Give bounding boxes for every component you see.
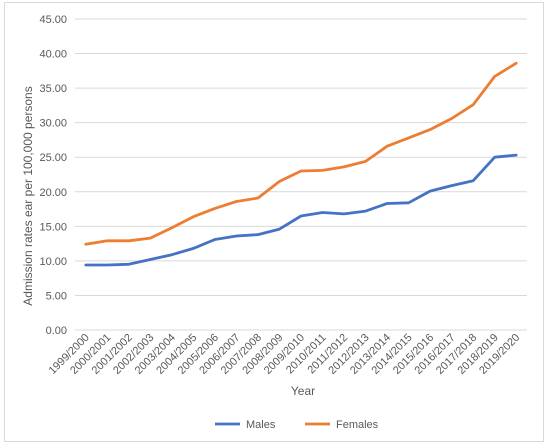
y-tick-label: 10.00: [39, 256, 67, 268]
series-line-females: [84, 61, 518, 246]
y-tick-label: 40.00: [39, 49, 67, 61]
gridlines: [75, 18, 527, 331]
y-tick-label: 20.00: [39, 187, 67, 199]
y-tick-label: 25.00: [39, 152, 67, 164]
chart-frame: 0.00 5.00 10.00 15.00 20.00 25.00 30.00 35.00 40…: [4, 2, 544, 442]
line-chart: 0.00 5.00 10.00 15.00 20.00 25.00 30.00 35.00 40…: [21, 14, 527, 431]
x-axis-tick-labels: 1999/20002000/20012001/20022002/20032003…: [47, 332, 523, 377]
series-lines: [84, 61, 518, 267]
legend: Males Females: [215, 419, 379, 431]
y-tick-label: 35.00: [39, 83, 67, 95]
legend-label-females: Females: [336, 419, 379, 431]
y-tick-label: 30.00: [39, 118, 67, 130]
y-tick-label: 45.00: [39, 14, 67, 26]
y-tick-label: 15.00: [39, 221, 67, 233]
series-line-males: [84, 153, 518, 267]
y-axis-tick-labels: 0.00 5.00 10.00 15.00 20.00 25.00 30.00 35.00 40…: [39, 14, 67, 337]
legend-label-males: Males: [246, 419, 276, 431]
x-axis-label: Year: [291, 384, 315, 398]
y-tick-label: 5.00: [46, 290, 67, 302]
y-axis-label: Admission rates ear per 100,000 persons: [21, 86, 35, 305]
y-tick-label: 0.00: [46, 325, 67, 337]
